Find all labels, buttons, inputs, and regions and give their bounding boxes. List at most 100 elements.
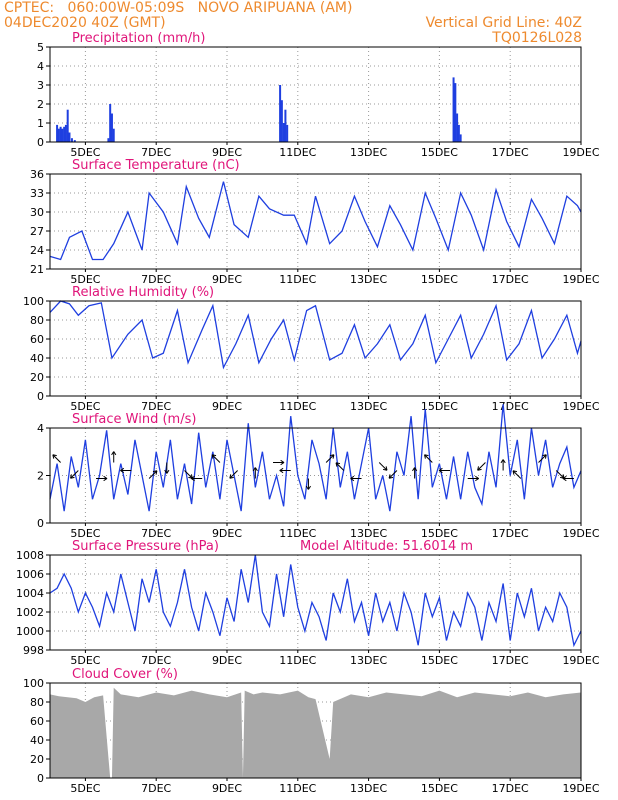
wind-arrow-head [424,454,429,457]
cloud-area [50,687,581,778]
wind-line [49,404,582,512]
temp-panel: Surface Temperature (nC) 21 24 27 30 33 36 5DEC… [30,158,600,286]
cloud-xtick-label: 5DEC [70,782,100,795]
wind-arrow-head [475,475,479,479]
rh-xtick-label: 13DEC [350,400,387,413]
rh-ytick-label: 40 [30,352,44,365]
precip-ytick-label: 0 [37,136,44,149]
cloud-title: Cloud Cover (%) [72,667,178,682]
pressure-annotation: Model Altitude: 51.6014 m [300,539,473,554]
precip-bar [57,128,60,142]
rh-xtick-label: 5DEC [70,400,100,413]
cloud-xtick-label: 15DEC [421,782,458,795]
wind-arrow [477,462,486,471]
precip-xtick-label: 15DEC [421,146,458,159]
wind-arrow-head [438,467,443,471]
precip-bar [110,113,113,142]
wind-arrow-head [190,475,195,479]
precip-xtick-label: 19DEC [562,146,599,159]
temp-ytick-label: 30 [30,206,44,219]
pressure-frame [49,554,582,651]
wind-arrow-head [211,454,214,459]
wind-ytick-label: 4 [37,422,44,435]
precip-bar [456,113,459,142]
wind-arrow-head [229,474,232,479]
rh-ytick-label: 80 [30,314,44,327]
cloud-panel: Cloud Cover (%) 0 20 40 60 80 100 5DEC 7DEC 9DEC 1… [23,667,600,795]
wind-arrow-head [350,478,355,482]
wind-arrow-head [388,474,391,479]
cloud-xtick-label: 13DEC [350,782,387,795]
wind-arrow-head [52,454,57,457]
precip-bar [56,124,59,142]
temp-xtick-label: 13DEC [350,273,387,286]
precip-bar [284,109,287,142]
cloud-ytick-label: 80 [30,696,44,709]
cloud-ytick-label: 100 [23,677,44,690]
rh-title: Relative Humidity (%) [72,285,214,300]
wind-xtick-label: 19DEC [562,527,599,540]
precip-xtick-label: 7DEC [141,146,171,159]
wind-arrow-head [111,451,115,456]
precip-bar [70,138,73,142]
wind-arrow [424,454,433,463]
cloud-ytick-label: 60 [30,715,44,728]
cloud-ytick-label: 40 [30,734,44,747]
wind-arrow [211,454,221,463]
precip-xtick-label: 13DEC [350,146,387,159]
wind-arrow [325,454,335,463]
pressure-xtick-label: 9DEC [212,654,242,667]
wind-arrow-head [502,459,506,464]
wind-arrow-head [166,469,170,474]
wind-xtick-label: 7DEC [141,527,171,540]
precip-bar [63,126,66,142]
pressure-ytick-label: 1000 [16,625,44,638]
wind-panel: Surface Wind (m/s) 0 2 4 5DEC 7DEC 9DEC 11DEC 13… [37,404,600,540]
pressure-xtick-label: 5DEC [70,654,100,667]
wind-arrow-head [562,478,567,482]
precip-bar [64,124,67,142]
wind-arrow-head [329,454,335,457]
wind-xtick-label: 11DEC [279,527,316,540]
precip-bar [68,132,71,142]
precip-bar [61,128,64,142]
rh-xtick-label: 19DEC [562,400,599,413]
wind-arrow-head [307,485,311,490]
cloud-xtick-label: 19DEC [562,782,599,795]
wind-arrow [378,462,388,471]
wind-arrow-head [412,467,416,472]
precip-panel: Precipitation (mm/h) 0 1 2 3 4 5 5DEC 7DEC 9DEC 11… [37,31,600,159]
rh-xtick-label: 11DEC [279,400,316,413]
wind-arrow-head [350,475,355,479]
pressure-xtick-label: 11DEC [279,654,316,667]
temp-title: Surface Temperature (nC) [72,158,240,173]
wind-arrow-head [512,470,518,473]
wind-arrow-head [190,478,195,482]
precip-bar [279,85,282,142]
wind-arrow [52,454,61,463]
wind-arrow-head [544,454,547,459]
wind-xtick-label: 5DEC [70,527,100,540]
precip-bar [109,104,112,142]
wind-arrow-head [305,485,309,490]
precip-bar [286,124,289,142]
precip-xtick-label: 11DEC [279,146,316,159]
precip-bar [112,128,115,142]
wind-arrow-head [424,454,426,459]
wind-arrow-head [103,475,108,479]
wind-arrow-head [252,467,256,472]
wind-arrow-head [279,467,284,471]
wind-xtick-label: 13DEC [350,527,387,540]
wind-arrow-head [212,454,217,457]
wind-arrow [538,454,547,463]
pressure-ytick-label: 998 [23,644,44,657]
pressure-title: Surface Pressure (hPa) [72,539,219,554]
cloud-xtick-label: 11DEC [279,782,316,795]
wind-arrows [52,451,574,490]
wind-arrow-head [332,454,335,459]
precip-bar [452,77,455,142]
wind-arrow-head [385,466,388,471]
precip-bar [280,100,283,142]
wind-arrow [388,470,398,479]
wind-arrow-head [475,478,479,482]
